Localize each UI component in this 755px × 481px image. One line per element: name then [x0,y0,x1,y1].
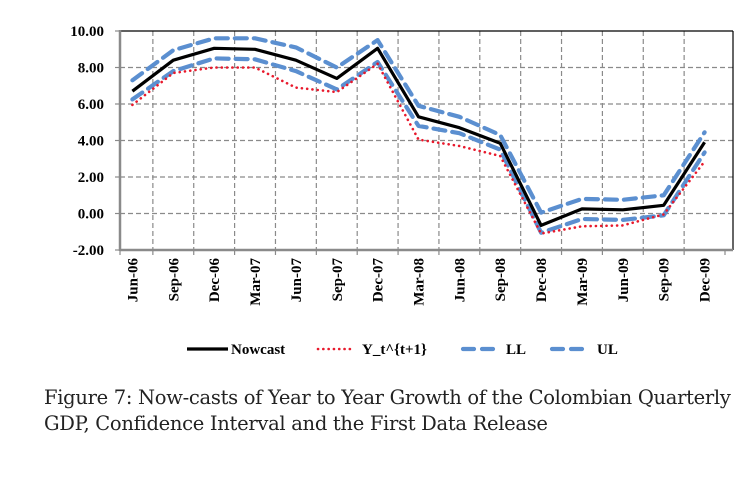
legend-label: Y_t^{t+1} [362,342,427,358]
x-tick-label: Sep-06 [166,258,182,302]
legend-item: Y_t^{t+1} [316,342,427,358]
legend-label: LL [506,342,526,358]
legend-item: Nowcast [187,342,285,358]
y-tick-label: 0.00 [78,207,104,223]
x-tick-label: Jun-08 [452,258,468,302]
x-tick-label: Sep-09 [657,258,673,301]
legend-label: Nowcast [231,342,285,358]
x-tick-label: Dec-08 [534,258,550,302]
y-tick-labels: 10.00 8.00 6.00 4.00 2.00 0.00 -2.00 [70,24,104,259]
series-line-ul [130,36,707,215]
x-tick-label: Sep-07 [330,258,346,302]
series-line-nowcast [131,46,706,227]
series-line-ll [130,56,707,235]
axes [115,30,734,255]
y-tick-label: 2.00 [78,170,104,186]
legend-label: UL [597,342,618,358]
y-tick-label: 6.00 [78,97,104,113]
y-tick-label: 4.00 [78,134,104,150]
legend-item: UL [549,342,618,358]
x-tick-label: Sep-08 [493,258,509,301]
caption-line-2: GDP, Confidence Interval and the First D… [44,412,548,435]
x-tick-labels: Jun-06 Sep-06 Dec-06 Mar-07 Jun-07 Sep-07 Dec-… [125,258,713,306]
x-tick-label: Dec-07 [371,258,387,303]
x-tick-label: Jun-07 [289,258,305,303]
y-tick-label: 8.00 [78,61,104,77]
x-tick-label: Mar-09 [575,258,591,306]
y-tick-label: 10.00 [70,24,104,40]
series-line-y-t-t-1 [131,62,706,235]
x-tick-label: Jun-06 [125,258,141,303]
x-tick-label: Mar-08 [412,258,428,306]
series [130,36,707,235]
x-tick-label: Dec-09 [698,258,714,302]
x-tick-label: Dec-06 [207,258,223,303]
legend: Nowcast Y_t^{t+1} LL UL [187,342,618,358]
figure-caption: Figure 7: Now-casts of Year to Year Grow… [44,385,755,437]
x-tick-label: Jun-09 [616,258,632,302]
legend-item: LL [460,342,526,358]
y-tick-label: -2.00 [73,243,104,259]
x-tick-label: Mar-07 [248,258,264,306]
chart: 10.00 8.00 6.00 4.00 2.00 0.00 -2.00 Jun-06 Sep… [70,24,734,358]
caption-line-1: Figure 7: Now-casts of Year to Year Grow… [44,386,731,409]
